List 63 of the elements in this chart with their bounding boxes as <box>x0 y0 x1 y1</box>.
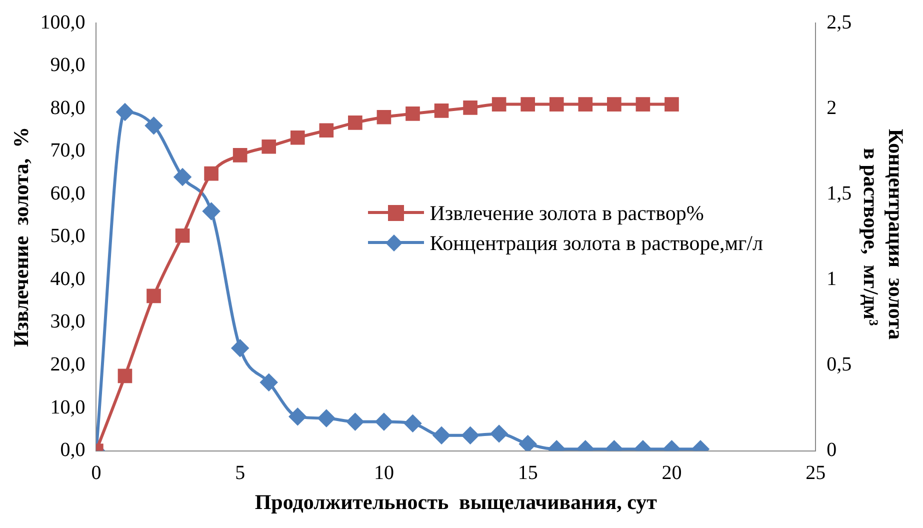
y-tick-label: 10,0 <box>50 396 86 418</box>
point <box>492 97 506 112</box>
point <box>116 103 134 120</box>
x-tick-label: 20 <box>662 462 682 484</box>
y-tick-label: 100,0 <box>40 11 86 34</box>
y2-tick-label: 2,5 <box>826 11 852 34</box>
point <box>204 166 218 181</box>
y2-axis-title: Концентрация золота в растворе, мг/дм³ <box>858 128 908 345</box>
point <box>404 414 422 432</box>
point <box>232 340 249 357</box>
y-tick-label: 90,0 <box>50 54 86 76</box>
point <box>519 435 536 451</box>
point <box>549 97 564 112</box>
point <box>348 116 362 130</box>
x-tick-label: 0 <box>91 462 102 484</box>
point <box>636 97 650 112</box>
y-tick-label: 80,0 <box>50 96 86 119</box>
point <box>290 130 305 145</box>
y-tick-label: 70,0 <box>50 140 86 162</box>
point <box>490 425 508 442</box>
y-axis-title: Извлечение золота, % <box>9 126 34 347</box>
point <box>174 168 192 186</box>
point <box>376 110 392 124</box>
point <box>146 288 161 304</box>
point <box>289 408 306 426</box>
point <box>145 117 162 134</box>
point <box>175 228 190 243</box>
y2-tick-label: 0 <box>826 439 837 462</box>
y-tick-label: 50,0 <box>50 225 86 248</box>
x-tick-label: 5 <box>235 462 246 484</box>
point <box>578 97 593 112</box>
x-tick-label: 10 <box>374 462 394 484</box>
x-tick-label: 15 <box>518 462 538 484</box>
point <box>118 368 132 384</box>
point <box>406 106 420 121</box>
y-tick-label: 60,0 <box>50 182 86 204</box>
point <box>202 202 220 220</box>
y2-tick-label: 0,5 <box>826 353 852 376</box>
point <box>607 97 622 112</box>
point <box>375 413 392 430</box>
y-tick-label: 0,0 <box>60 439 86 462</box>
point <box>232 148 248 162</box>
y-tick-label: 30,0 <box>50 310 86 333</box>
y2-tick-label: 1,5 <box>826 182 852 204</box>
point <box>520 97 535 112</box>
x-axis-title: Продолжительность выщелачивания, сут <box>254 490 658 514</box>
x-tick-label: 25 <box>806 462 826 484</box>
point <box>462 426 479 444</box>
y2-tick-label: 2 <box>826 96 837 119</box>
point <box>433 426 450 444</box>
y-tick-label: 20,0 <box>50 353 86 376</box>
legend-label: Концентрация золота в растворе,мг/л <box>430 230 763 256</box>
point <box>319 123 334 138</box>
y-tick-label: 40,0 <box>50 268 86 290</box>
point <box>463 100 478 115</box>
point <box>346 413 364 430</box>
point <box>434 104 449 118</box>
y2-tick-label: 1 <box>826 268 837 290</box>
point <box>260 374 278 391</box>
point <box>318 410 335 427</box>
point <box>262 139 276 154</box>
legend-label: Извлечение золота в раствор% <box>430 200 704 226</box>
point <box>664 97 679 112</box>
